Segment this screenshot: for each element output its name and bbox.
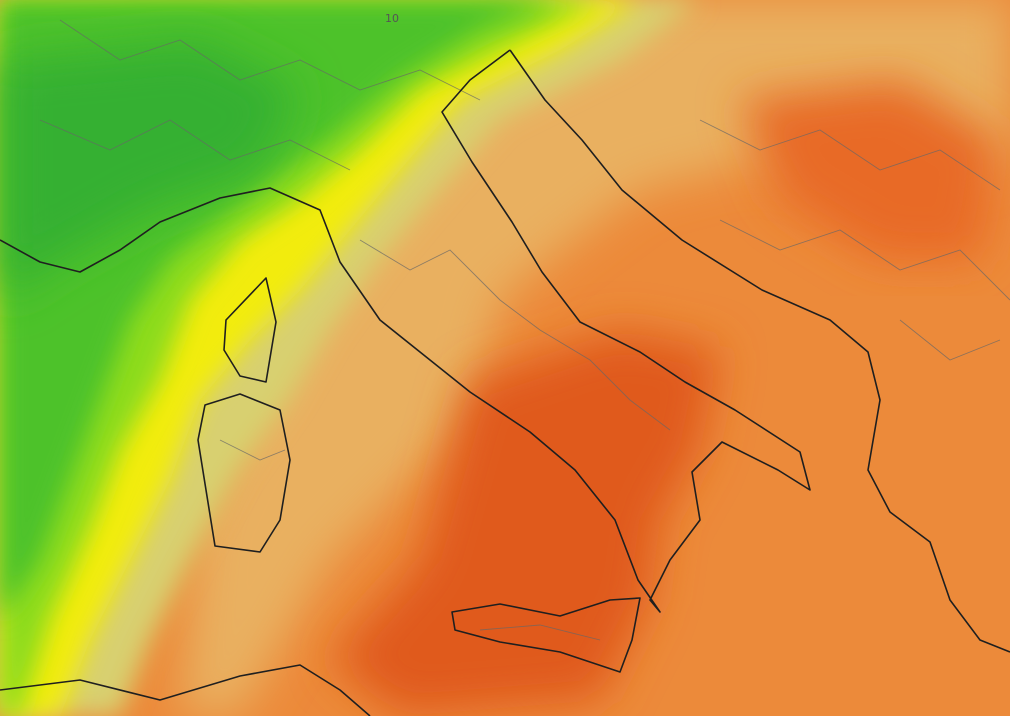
dark-green-zone	[0, 40, 300, 300]
border	[219, 439, 286, 461]
border	[59, 19, 481, 101]
red-zone	[330, 330, 720, 716]
africa-coast	[0, 664, 371, 716]
border	[479, 624, 601, 641]
border	[39, 119, 351, 171]
admin-borders	[39, 19, 1010, 641]
border	[359, 239, 671, 431]
sardinia-coast	[197, 393, 291, 553]
border	[899, 319, 1001, 361]
contour-label: 10	[385, 12, 399, 25]
balkan-coast	[509, 49, 1010, 653]
border	[719, 219, 1010, 301]
red-zone-east	[740, 80, 1000, 260]
border	[699, 119, 1001, 191]
khaki-zone	[180, 0, 1010, 716]
coastlines	[0, 49, 1010, 716]
italy-coast	[0, 49, 811, 613]
corsica-coast	[223, 277, 277, 383]
sicily-coast	[451, 597, 641, 673]
